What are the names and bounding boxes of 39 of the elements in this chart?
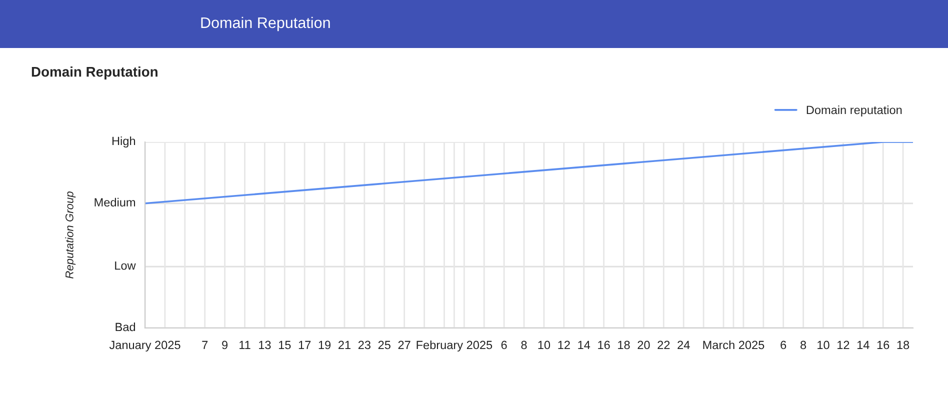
- ref-line-label: Medium: [94, 198, 136, 207]
- x-tick-label: 12: [558, 340, 570, 350]
- x-tick-label: 6: [501, 340, 507, 350]
- x-tick-label: 22: [658, 340, 670, 350]
- x-tick-label: 16: [877, 340, 890, 350]
- x-tick-label: 14: [578, 340, 590, 350]
- ref-line-label: High: [112, 136, 136, 148]
- x-tick-label: 24: [678, 340, 690, 350]
- x-tick-label: 6: [780, 340, 786, 350]
- x-tick-label: 25: [378, 340, 390, 350]
- x-tick-label: 8: [800, 340, 806, 350]
- x-tick-label: 15: [278, 340, 291, 350]
- x-tick-label: 10: [818, 340, 830, 350]
- x-tick-label: 14: [857, 340, 870, 350]
- ref-line-label: Low: [115, 262, 136, 270]
- x-tick-label: 27: [398, 340, 410, 350]
- x-tick-label: 21: [338, 340, 350, 350]
- x-tick-label: 10: [538, 340, 550, 350]
- x-tick-label: 20: [638, 340, 650, 350]
- x-tick-label: 18: [897, 340, 910, 350]
- x-tick-label: 13: [259, 340, 271, 350]
- text: Domain Reputation: [201, 16, 330, 32]
- x-tick-label: 12: [838, 340, 850, 350]
- legend-label: Domain reputation: [806, 105, 902, 116]
- x-tick-label: January 2025: [109, 340, 180, 352]
- ref-line-label: Bad: [116, 322, 136, 332]
- x-tick-label: 17: [298, 340, 311, 350]
- x-tick-label: February 2025: [416, 340, 492, 352]
- y-axis-title: Reputation Group: [65, 192, 76, 279]
- x-tick-label: 11: [240, 340, 250, 350]
- chart-title: Domain Reputation: [32, 66, 158, 80]
- x-tick-label: 19: [318, 340, 331, 350]
- x-tick-label: 23: [358, 340, 370, 350]
- x-tick-label: 16: [598, 340, 610, 350]
- x-tick-label: 7: [202, 340, 208, 350]
- x-tick-label: 8: [521, 340, 527, 350]
- x-tick-label: March 2025: [703, 340, 764, 350]
- x-tick-label: 9: [222, 340, 228, 350]
- x-tick-label: 18: [618, 340, 630, 350]
